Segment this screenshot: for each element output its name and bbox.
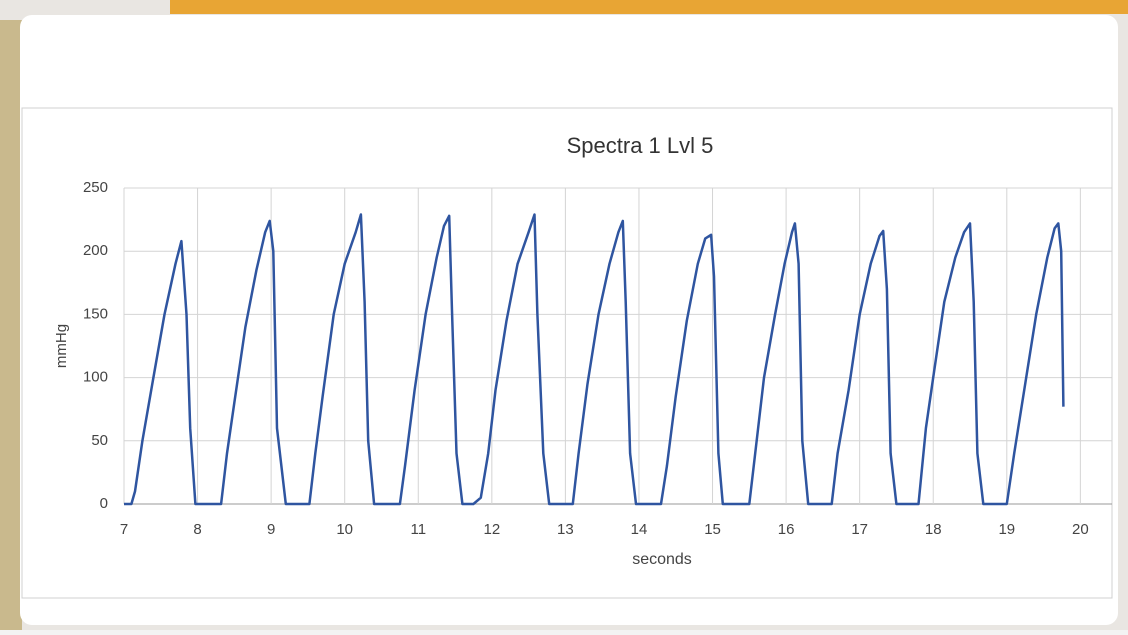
x-axis-label: seconds: [632, 551, 692, 568]
left-strip: [0, 20, 22, 630]
y-axis-label: mmHg: [53, 324, 70, 368]
x-tick-label: 16: [778, 521, 795, 538]
y-tick-label: 0: [100, 495, 108, 512]
y-tick-label: 50: [91, 432, 108, 449]
y-tick-label: 200: [83, 242, 108, 259]
x-tick-label: 18: [925, 521, 942, 538]
x-tick-label: 11: [410, 521, 426, 538]
x-tick-label: 20: [1072, 521, 1089, 538]
x-tick-label: 19: [998, 521, 1015, 538]
chart-frame: [21, 107, 1113, 599]
chart-title: Spectra 1 Lvl 5: [567, 133, 714, 158]
x-tick-label: 13: [557, 521, 574, 538]
x-tick-label: 17: [851, 521, 868, 538]
x-tick-label: 7: [120, 521, 128, 538]
x-tick-label: 9: [267, 521, 275, 538]
line-series: [124, 213, 1065, 506]
y-tick-label: 150: [83, 305, 108, 322]
top-strip: [170, 0, 1128, 14]
y-tick-label: 100: [83, 369, 108, 386]
x-tick-label: 8: [193, 521, 201, 538]
x-tick-label: 14: [631, 521, 648, 538]
x-tick-label: 15: [704, 521, 721, 538]
y-tick-label: 250: [83, 179, 108, 196]
x-tick-label: 10: [336, 521, 353, 538]
x-tick-label: 12: [483, 521, 500, 538]
